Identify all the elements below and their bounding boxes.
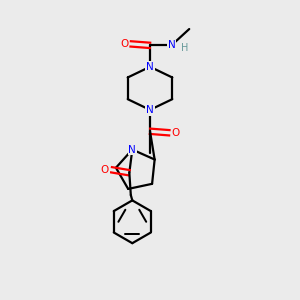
Text: N: N (146, 105, 154, 115)
Text: O: O (120, 39, 128, 49)
Text: N: N (128, 145, 136, 154)
Text: N: N (167, 40, 175, 50)
Text: O: O (172, 128, 180, 138)
Text: H: H (181, 44, 188, 53)
Text: O: O (101, 165, 109, 175)
Text: N: N (146, 62, 154, 72)
